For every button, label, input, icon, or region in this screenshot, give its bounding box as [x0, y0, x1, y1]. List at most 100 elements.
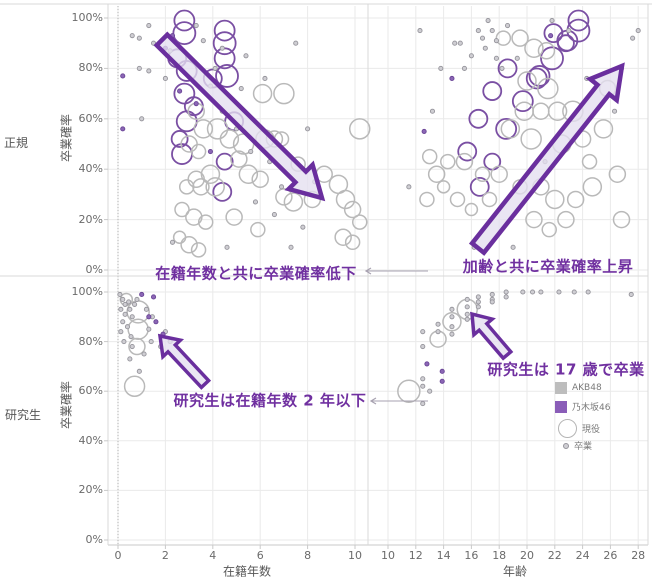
- scatter-point-akb-act[interactable]: [419, 191, 435, 208]
- scatter-point-akb-act[interactable]: [524, 38, 544, 58]
- scatter-point-akb-act[interactable]: [537, 77, 559, 100]
- scatter-point-akb-grad[interactable]: [162, 75, 168, 82]
- scatter-point-akb-grad[interactable]: [503, 289, 509, 295]
- scatter-point-akb-act[interactable]: [500, 119, 521, 139]
- scatter-point-nogi-act[interactable]: [482, 81, 503, 101]
- scatter-point-akb-act[interactable]: [495, 30, 512, 46]
- scatter-point-akb-grad[interactable]: [146, 23, 152, 29]
- scatter-point-akb-grad[interactable]: [262, 75, 268, 82]
- scatter-point-nogi-act[interactable]: [469, 176, 490, 197]
- scatter-point-akb-grad[interactable]: [503, 294, 509, 300]
- scatter-point-akb-act[interactable]: [190, 242, 207, 258]
- scatter-point-akb-act[interactable]: [464, 202, 479, 217]
- scatter-point-akb-act[interactable]: [343, 200, 362, 219]
- scatter-point-akb-grad[interactable]: [243, 53, 249, 59]
- scatter-point-akb-grad[interactable]: [238, 86, 244, 92]
- scatter-point-nogi-act[interactable]: [215, 64, 239, 88]
- scatter-point-nogi-grad[interactable]: [207, 149, 213, 155]
- scatter-point-akb-act[interactable]: [427, 165, 446, 183]
- scatter-point-akb-grad[interactable]: [530, 289, 536, 295]
- scatter-point-akb-grad[interactable]: [129, 314, 135, 320]
- scatter-point-akb-grad[interactable]: [482, 45, 488, 51]
- scatter-point-nogi-act[interactable]: [543, 23, 564, 44]
- scatter-point-akb-grad[interactable]: [435, 321, 441, 327]
- scatter-point-akb-act[interactable]: [128, 337, 146, 356]
- scatter-point-akb-act[interactable]: [532, 102, 550, 120]
- scatter-point-akb-grad[interactable]: [464, 316, 470, 322]
- scatter-point-nogi-grad[interactable]: [120, 126, 126, 132]
- scatter-point-nogi-act[interactable]: [213, 19, 236, 42]
- scatter-point-nogi-act[interactable]: [212, 31, 237, 56]
- scatter-point-akb-act[interactable]: [206, 118, 229, 140]
- scatter-point-akb-act[interactable]: [582, 177, 603, 197]
- scatter-point-akb-grad[interactable]: [489, 291, 495, 298]
- scatter-point-akb-grad[interactable]: [124, 324, 131, 330]
- scatter-point-akb-grad[interactable]: [288, 244, 294, 250]
- scatter-point-akb-grad[interactable]: [212, 65, 218, 71]
- scatter-point-akb-grad[interactable]: [127, 356, 133, 362]
- scatter-point-akb-act[interactable]: [251, 170, 269, 189]
- scatter-point-akb-grad[interactable]: [489, 28, 495, 34]
- scatter-point-akb-act[interactable]: [178, 179, 195, 195]
- scatter-point-akb-act[interactable]: [566, 190, 585, 209]
- scatter-point-akb-grad[interactable]: [493, 38, 499, 44]
- scatter-point-nogi-act[interactable]: [468, 108, 489, 129]
- scatter-point-akb-act[interactable]: [174, 201, 190, 218]
- scatter-point-nogi-grad[interactable]: [153, 319, 159, 325]
- scatter-point-akb-grad[interactable]: [169, 239, 176, 245]
- scatter-point-akb-grad[interactable]: [118, 329, 124, 335]
- scatter-point-akb-act[interactable]: [442, 312, 462, 332]
- scatter-point-nogi-act[interactable]: [557, 34, 575, 53]
- scatter-point-akb-act[interactable]: [123, 375, 146, 397]
- scatter-point-akb-grad[interactable]: [549, 17, 555, 24]
- scatter-point-akb-grad[interactable]: [122, 311, 128, 317]
- scatter-point-akb-grad[interactable]: [120, 296, 126, 302]
- scatter-point-akb-grad[interactable]: [452, 40, 458, 46]
- scatter-point-akb-act[interactable]: [348, 118, 371, 140]
- scatter-point-akb-act[interactable]: [581, 153, 598, 170]
- scatter-point-akb-grad[interactable]: [129, 33, 135, 39]
- scatter-point-akb-act[interactable]: [481, 191, 498, 208]
- scatter-point-akb-act[interactable]: [252, 83, 273, 104]
- scatter-point-akb-grad[interactable]: [461, 65, 468, 71]
- scatter-point-akb-act[interactable]: [219, 129, 240, 149]
- scatter-point-akb-grad[interactable]: [566, 28, 572, 34]
- scatter-point-akb-grad[interactable]: [141, 351, 147, 357]
- scatter-point-akb-act[interactable]: [351, 214, 368, 230]
- scatter-point-akb-act[interactable]: [225, 208, 243, 226]
- scatter-point-akb-act[interactable]: [335, 189, 356, 210]
- scatter-point-akb-grad[interactable]: [219, 45, 225, 51]
- scatter-point-akb-grad[interactable]: [148, 339, 154, 345]
- scatter-point-akb-grad[interactable]: [489, 299, 495, 305]
- scatter-point-akb-grad[interactable]: [429, 108, 436, 114]
- scatter-point-akb-grad[interactable]: [293, 40, 299, 46]
- legend-item-nogizaka46[interactable]: 乃木坂46: [555, 400, 610, 413]
- scatter-point-nogi-act[interactable]: [172, 21, 197, 46]
- scatter-point-akb-act[interactable]: [545, 189, 565, 210]
- scatter-point-akb-grad[interactable]: [485, 17, 491, 24]
- scatter-point-akb-grad[interactable]: [406, 184, 412, 190]
- scatter-point-akb-act[interactable]: [230, 150, 248, 168]
- scatter-point-akb-grad[interactable]: [571, 289, 577, 295]
- scatter-point-akb-grad[interactable]: [510, 244, 516, 250]
- scatter-point-nogi-grad[interactable]: [424, 361, 430, 367]
- scatter-point-akb-grad[interactable]: [420, 329, 426, 335]
- scatter-point-akb-grad[interactable]: [139, 116, 145, 122]
- scatter-point-nogi-grad[interactable]: [146, 314, 152, 320]
- scatter-point-akb-act[interactable]: [455, 152, 474, 171]
- scatter-point-akb-grad[interactable]: [420, 376, 426, 382]
- scatter-point-akb-grad[interactable]: [464, 311, 470, 317]
- scatter-point-akb-grad[interactable]: [271, 212, 277, 218]
- scatter-point-akb-grad[interactable]: [493, 55, 499, 61]
- scatter-point-nogi-act[interactable]: [483, 152, 502, 171]
- scatter-point-akb-act[interactable]: [474, 166, 491, 182]
- scatter-point-akb-act[interactable]: [436, 180, 451, 194]
- scatter-point-nogi-grad[interactable]: [150, 294, 157, 300]
- scatter-point-akb-grad[interactable]: [538, 289, 544, 295]
- scatter-point-akb-grad[interactable]: [136, 368, 142, 374]
- scatter-point-akb-act[interactable]: [192, 178, 210, 196]
- scatter-point-akb-grad[interactable]: [128, 334, 134, 340]
- scatter-point-nogi-act[interactable]: [173, 82, 196, 105]
- scatter-point-akb-grad[interactable]: [146, 68, 152, 74]
- scatter-point-akb-grad[interactable]: [520, 289, 526, 295]
